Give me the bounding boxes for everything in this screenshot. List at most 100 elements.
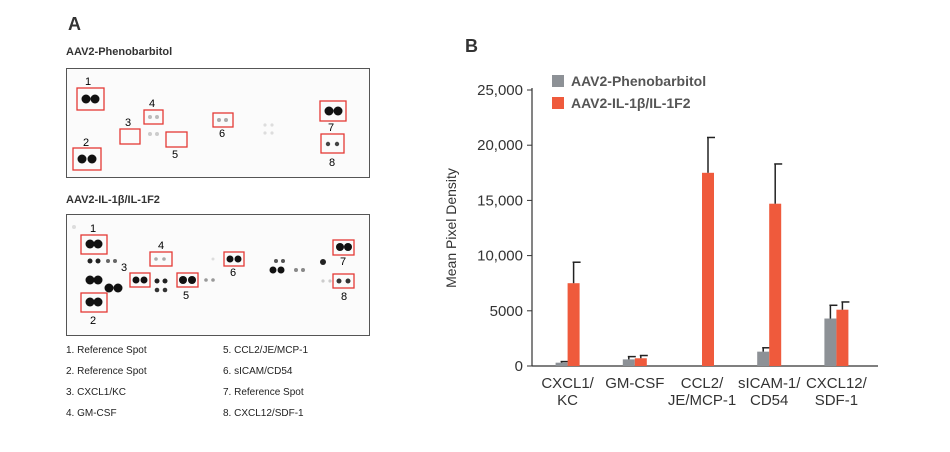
- blot2-spot: [211, 278, 215, 282]
- legend-swatch-0: [552, 75, 564, 87]
- blot1-spot: [155, 132, 159, 136]
- blot1-title: AAV2-Phenobarbitol: [66, 46, 173, 58]
- blot1-spot: [270, 131, 274, 135]
- blot2-spot: [104, 283, 114, 293]
- blot2-label-1: 1: [90, 223, 96, 235]
- x-tick-label: CXCL12/: [806, 375, 868, 392]
- blot1-label-6: 6: [219, 128, 225, 140]
- blot2-box-7: [332, 239, 355, 256]
- blot2-spot: [211, 257, 215, 261]
- y-tick-label: 0: [515, 358, 523, 375]
- x-tick-label: CD54: [750, 392, 788, 409]
- blot2-spot: [93, 239, 103, 249]
- y-tick-label: 20,000: [477, 137, 523, 154]
- blot1-box-4: [143, 109, 164, 125]
- blot2-spot: [93, 275, 103, 285]
- blot2-spot: [72, 225, 76, 229]
- blot1-spot: [148, 115, 152, 119]
- blot2-spot: [162, 287, 168, 293]
- y-tick-label: 10,000: [477, 248, 523, 265]
- blot2-spot: [321, 279, 325, 283]
- blot1-spot: [224, 118, 228, 122]
- x-tick-label: JE/MCP-1: [668, 392, 736, 409]
- x-tick-label: SDF-1: [815, 392, 858, 409]
- blot2-spot: [179, 276, 187, 284]
- blot1-spot: [81, 94, 91, 104]
- blot1-array: 1 2 3 4 5 6 7 8: [72, 76, 347, 171]
- blot2-box-5: [176, 272, 199, 288]
- y-tick-label: 25,000: [477, 82, 523, 99]
- blot2-spot: [85, 297, 95, 307]
- blot2-spot: [320, 259, 326, 265]
- blot2-spot: [301, 268, 305, 272]
- x-tick-label: GM-CSF: [605, 375, 664, 392]
- blot1-label-5: 5: [172, 149, 178, 161]
- bar-chart: 0 5000 10,000 15,000 20,000 25,000 Mean Pixel …: [443, 73, 878, 409]
- legend-item: 3. CXCL1/KC: [66, 387, 127, 398]
- blot1-box-3: [119, 128, 141, 145]
- blot1-spot: [270, 123, 274, 127]
- blot2-label-8: 8: [341, 291, 347, 303]
- blot2-spot: [294, 268, 298, 272]
- blot1-spot: [90, 94, 100, 104]
- blot2-spot: [345, 278, 351, 284]
- blot2-spot: [281, 259, 285, 263]
- blot2-array: 1 2 3 4 5 6 7 8: [72, 223, 355, 327]
- legend-item: 1. Reference Spot: [66, 345, 147, 356]
- blot2-spot: [269, 266, 277, 274]
- legend-item: 5. CCL2/JE/MCP-1: [223, 345, 309, 356]
- blot2-spot: [113, 283, 123, 293]
- blot1-box-1: [76, 87, 105, 111]
- blot1-label-3: 3: [125, 117, 131, 129]
- blot2-spot: [162, 257, 166, 261]
- x-tick-label: CXCL1/: [541, 375, 594, 392]
- blot1-box-7: [319, 100, 347, 122]
- blot1-label-2: 2: [83, 137, 89, 149]
- x-tick-label: KC: [557, 392, 578, 409]
- blot2-spot: [154, 287, 160, 293]
- blot1-spot: [263, 123, 267, 127]
- blot2-spot: [226, 255, 234, 263]
- legend-item: 8. CXCL12/SDF-1: [223, 408, 304, 419]
- legend-label-1: AAV2-IL-1β/IL-1F2: [571, 95, 691, 111]
- x-tick-label: sICAM-1/: [738, 375, 801, 392]
- blot2-spot: [93, 297, 103, 307]
- blot2-box-8: [332, 273, 355, 289]
- blot2-label-6: 6: [230, 267, 236, 279]
- blot2-spot: [85, 239, 95, 249]
- blot1-spot: [334, 141, 340, 147]
- blot2-label-5: 5: [183, 290, 189, 302]
- legend-item: 2. Reference Spot: [66, 366, 147, 377]
- blot1-box-6: [212, 112, 234, 128]
- blot2-spot: [85, 275, 95, 285]
- blot2-box-1: [80, 234, 108, 255]
- blot2-spot: [154, 257, 158, 261]
- blot2-spot: [140, 276, 148, 284]
- bar-il1b: [769, 203, 782, 366]
- blot1-spot: [217, 118, 221, 122]
- legend-item: 6. sICAM/CD54: [223, 366, 293, 377]
- blot2-box-2: [80, 292, 108, 313]
- legend-swatch-1: [552, 97, 564, 109]
- bar-il1b: [567, 283, 580, 366]
- blot1-spot: [333, 106, 343, 116]
- blot2-spot: [344, 243, 352, 251]
- blot2-spot: [234, 255, 242, 263]
- blot2-label-4: 4: [158, 240, 164, 252]
- legend-list-left: 1. Reference Spot 2. Reference Spot 3. C…: [66, 340, 147, 424]
- blot2-spot: [132, 276, 140, 284]
- blot2-spot: [87, 258, 93, 264]
- x-tick-label: CCL2/: [681, 375, 724, 392]
- bar-phenobarbitol: [622, 359, 635, 366]
- blot2-label-3: 3: [121, 262, 127, 274]
- blot1-box-2: [72, 147, 102, 171]
- blot2-spot: [204, 278, 208, 282]
- bar-phenobarbitol: [757, 351, 770, 366]
- bar-il1b: [702, 172, 714, 366]
- blot2-box-3: [129, 272, 151, 288]
- legend-item: 4. GM-CSF: [66, 408, 117, 419]
- blot2-membrane: 1 2 3 4 5 6 7 8: [66, 214, 370, 336]
- blot2-spot: [277, 266, 285, 274]
- blot2-label-2: 2: [90, 315, 96, 327]
- blot2-spot: [113, 259, 117, 263]
